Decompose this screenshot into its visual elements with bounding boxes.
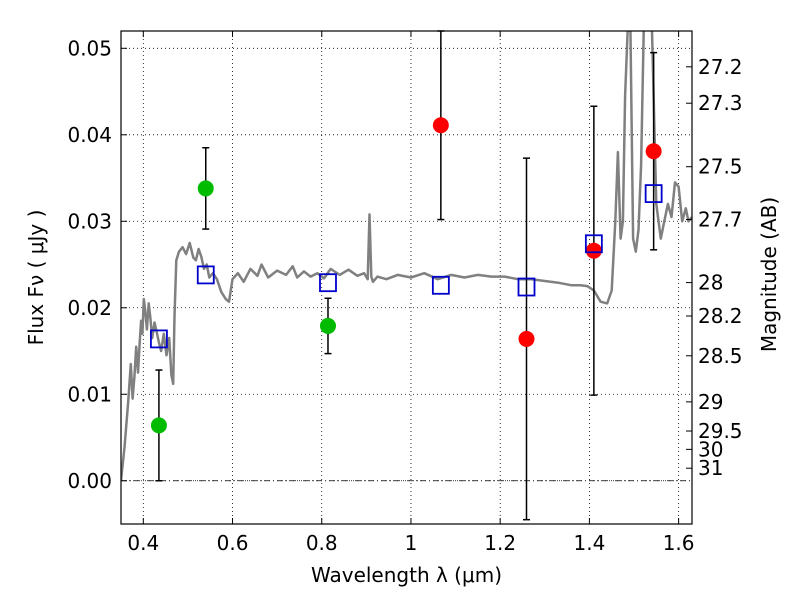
tick-labels: 0.4 0.6 0.8 1 1.2 1.4 1.6 0.00 0.01 0.02 0.03 0.04 0…	[67, 36, 742, 555]
model-point-square	[644, 184, 663, 204]
magnitude-tick-label: 29.5	[698, 419, 743, 443]
y-tick-label: 0.01	[67, 382, 112, 406]
model-point-square	[431, 275, 450, 295]
model-point-square	[196, 265, 215, 285]
x-tick-label: 0.4	[127, 531, 159, 555]
data-point-circle	[319, 317, 336, 334]
x-axis-title: Wavelength λ (μm)	[311, 563, 502, 587]
model-point-square	[517, 277, 536, 297]
x-tick-label: 1.4	[573, 531, 605, 555]
template-spectrum-line	[121, 31, 692, 481]
data-markers	[150, 117, 663, 434]
magnitude-tick-label: 27.3	[698, 91, 743, 115]
y-tick-label: 0.04	[67, 123, 112, 147]
x-tick-label: 1	[405, 531, 418, 555]
x-tick-label: 0.6	[217, 531, 249, 555]
magnitude-tick-label: 28	[698, 271, 723, 295]
magnitude-tick-label: 31	[698, 456, 723, 480]
model-point-square	[319, 273, 337, 293]
data-point-circle	[518, 330, 535, 347]
data-point-circle	[197, 180, 214, 197]
y-tick-label: 0.00	[67, 469, 112, 493]
model-point-square	[584, 234, 603, 254]
template-spectrum	[121, 31, 692, 481]
model-point-square	[150, 329, 168, 349]
magnitude-tick-label: 27.7	[698, 208, 743, 232]
y-axis-title: Flux Fν ( μJy )	[24, 210, 48, 346]
magnitude-tick-label: 27.5	[698, 155, 743, 179]
data-point-circle	[645, 143, 662, 160]
y-tick-label: 0.02	[67, 296, 112, 320]
magnitude-tick-label: 27.2	[698, 55, 743, 79]
data-point-circle	[585, 242, 602, 259]
data-point-circle	[150, 417, 167, 434]
magnitude-tick-label: 28.2	[698, 304, 743, 328]
x-tick-label: 0.8	[306, 531, 338, 555]
magnitude-tick-label: 28.5	[698, 344, 743, 368]
y-tick-label: 0.05	[67, 36, 112, 60]
magnitude-tick-label: 29	[698, 390, 723, 414]
x-tick-label: 1.2	[484, 531, 516, 555]
data-point-circle	[432, 117, 449, 134]
axis-ticks	[121, 31, 692, 524]
y-tick-label: 0.03	[67, 209, 112, 233]
magnitude-axis-title: Magnitude (AB)	[757, 197, 781, 352]
x-tick-label: 1.6	[663, 531, 695, 555]
magnitude-tick-label: 30	[698, 437, 723, 461]
plot-frame	[120, 30, 693, 525]
